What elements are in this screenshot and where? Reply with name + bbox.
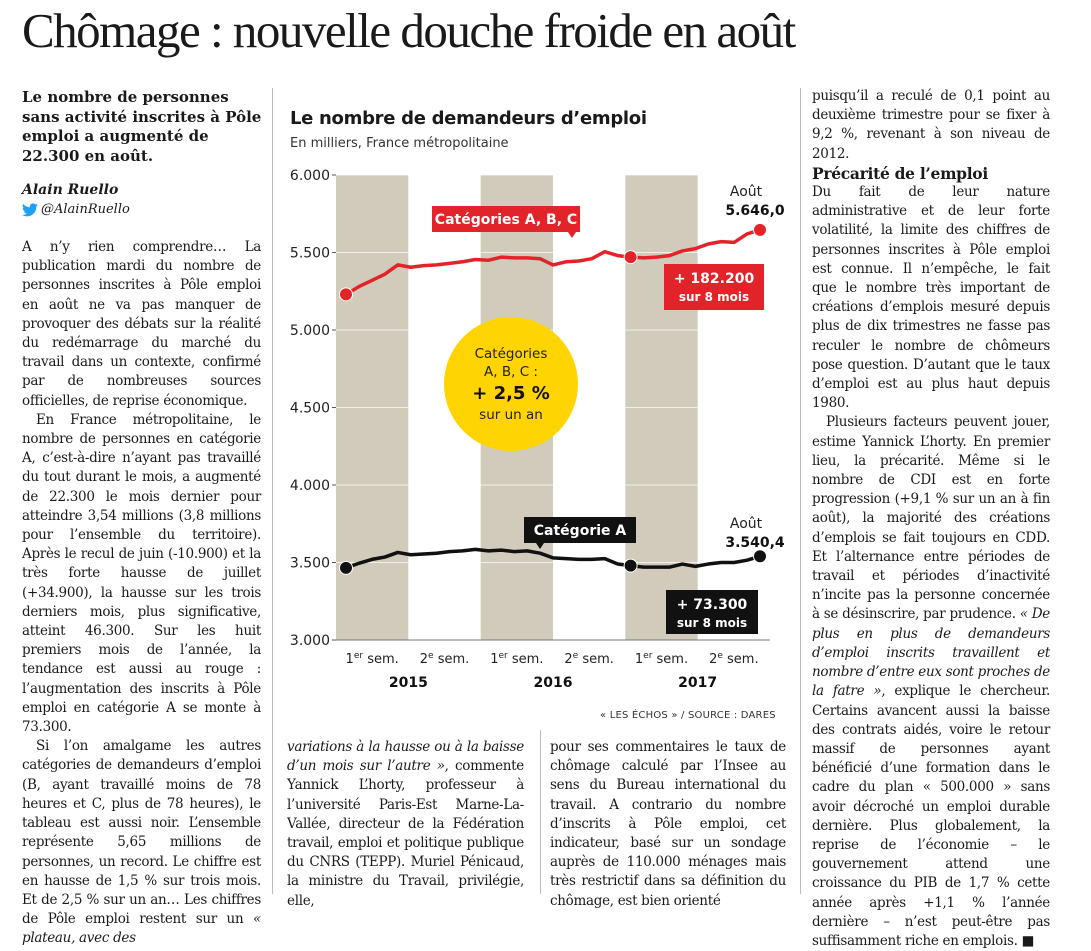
data-point	[623, 250, 638, 265]
article-column-4: puisqu’il a reculé de 0,1 point au deuxi…	[812, 87, 1050, 951]
y-tick-label: 3.500	[290, 556, 330, 572]
subheading: Précarité de l’emploi	[812, 163, 988, 183]
x-tick-label: 2e sem.	[564, 651, 614, 667]
author-name: Alain Ruello	[22, 182, 119, 198]
change-period: sur 8 mois	[679, 290, 749, 304]
y-tick-label: 6.000	[290, 168, 330, 184]
data-point	[753, 222, 767, 237]
end-value-label: 5.646,0	[725, 203, 785, 219]
chart: 6.000 5.500 5.000 4.500 4.000 3.500 3.000 1er s…	[290, 168, 785, 691]
column-divider	[800, 88, 801, 894]
paragraph: pour ses commentaires le taux de chômage…	[550, 739, 786, 909]
chart-source: « LES ÉCHOS » / SOURCE : DARES	[600, 710, 776, 721]
x-tick-label: 1er sem.	[635, 651, 688, 667]
data-point	[753, 549, 767, 564]
x-year-label: 2017	[678, 675, 717, 691]
article-lead: Le nombre de personnes sans activité ins…	[22, 88, 262, 165]
paragraph: puisqu’il a reculé de 0,1 point au deuxi…	[812, 88, 1050, 162]
x-tick-label: 1er sem.	[490, 651, 543, 667]
data-point	[339, 287, 353, 302]
x-tick-label: 1er sem.	[346, 651, 399, 667]
x-year-label: 2015	[389, 675, 428, 691]
y-tick-label: 5.500	[290, 246, 330, 262]
paragraph: En France métropolitaine, le nombre de p…	[22, 411, 261, 736]
article-column-3: pour ses commentaires le taux de chômage…	[550, 738, 786, 911]
annotation-line: Catégories	[475, 346, 548, 362]
article-column-2: variations à la hausse ou à la baisse d’…	[287, 738, 524, 911]
annotation-line: A, B, C :	[484, 364, 538, 380]
series-label-box	[524, 517, 636, 549]
change-period: sur 8 mois	[677, 616, 747, 630]
x-tick-label: 2e sem.	[709, 651, 759, 667]
paragraph-text: , explique le chercheur. Certains avance…	[812, 683, 1050, 949]
end-value-label: 3.540,4	[725, 535, 785, 551]
data-point	[623, 558, 638, 573]
quote-text: « De plus en plus de demandeurs d’emploi…	[812, 606, 1050, 700]
y-tick-label: 4.500	[290, 401, 330, 417]
y-tick-label: 3.000	[290, 633, 330, 649]
data-point	[339, 560, 353, 575]
x-tick-label: 2e sem.	[420, 651, 470, 667]
change-box	[666, 590, 758, 634]
series-line	[345, 547, 761, 570]
series-label: Catégories A, B, C	[435, 212, 577, 228]
y-tick-label: 5.000	[290, 323, 330, 339]
twitter-handle[interactable]: @AlainRuello	[41, 202, 130, 217]
change-value: + 182.200	[674, 271, 755, 287]
change-value: + 73.300	[677, 597, 748, 613]
quote-text: variations à la hausse ou à la baisse d’…	[287, 739, 524, 775]
series-label: Catégorie A	[534, 523, 627, 539]
annotation-value: + 2,5 %	[472, 383, 550, 404]
end-month-label: Août	[730, 516, 763, 532]
annotation-line: sur un an	[479, 407, 543, 423]
paragraph-text: Plusieurs facteurs peuvent jouer, estime…	[812, 414, 1050, 623]
series-line	[345, 228, 761, 296]
change-box	[664, 264, 764, 310]
x-year-label: 2016	[534, 675, 573, 691]
end-month-label: Août	[730, 184, 763, 200]
column-divider	[540, 730, 541, 894]
author-twitter[interactable]: @AlainRuello	[22, 202, 130, 217]
twitter-bird-icon	[22, 202, 38, 216]
chart-title: Le nombre de demandeurs d’emploi	[290, 108, 647, 129]
paragraph: A n’y rien comprendre… La publication ma…	[22, 239, 261, 409]
paragraph: variations à la hausse ou à la baisse d’…	[287, 738, 524, 911]
y-tick-label: 4.000	[290, 478, 330, 494]
paragraph-text: , commente Yannick L’horty, professeur à…	[287, 758, 524, 909]
chart-subtitle: En milliers, France métropolitaine	[290, 136, 509, 151]
headline: Chômage : nouvelle douche froide en août	[22, 3, 796, 58]
paragraph: Du fait de leur nature administrative et…	[812, 184, 1050, 412]
series-label-box	[432, 206, 580, 238]
paragraph: Plusieurs facteurs peuvent jouer, estime…	[812, 413, 1050, 951]
column-divider	[272, 88, 273, 894]
annotation-circle	[444, 317, 578, 451]
